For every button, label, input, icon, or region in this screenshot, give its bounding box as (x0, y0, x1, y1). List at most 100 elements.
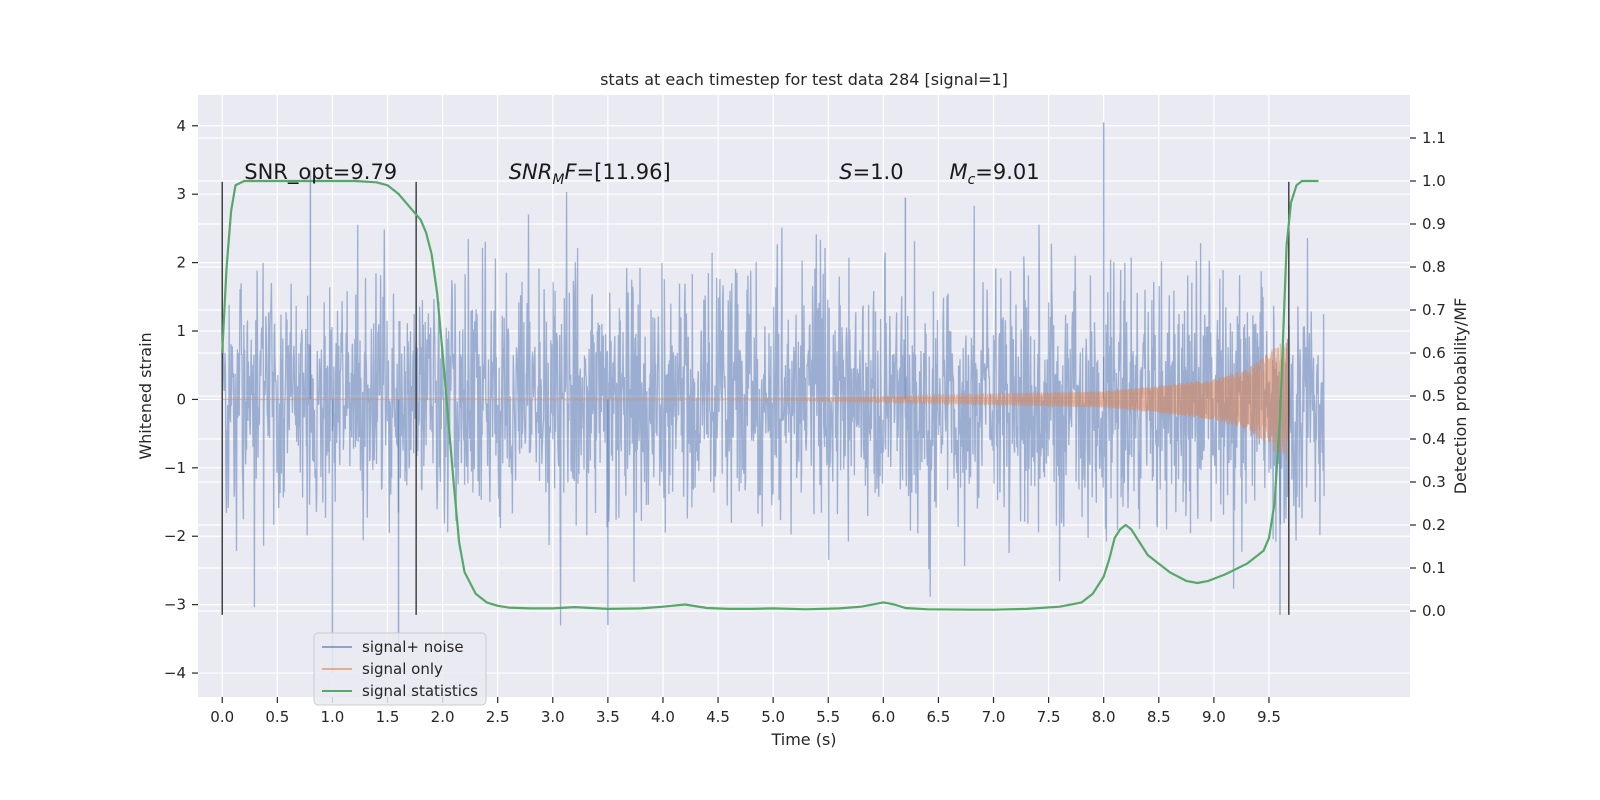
x-tick: 8.5 (1147, 697, 1171, 726)
x-tick-label: 2.5 (486, 708, 510, 726)
left-y-tick-label: −1 (164, 459, 186, 477)
x-tick: 4.5 (706, 697, 730, 726)
annotation-symbol: M (949, 160, 967, 184)
right-y-axis-ticks: 1.1 1.0 0.9 0.8 0.7 0.6 0.5 0.4 0.3 0.2 0.1 0.0 (1410, 129, 1446, 620)
x-tick: 6.5 (926, 697, 950, 726)
x-tick-label: 8.0 (1092, 708, 1116, 726)
legend-box (313, 632, 487, 706)
x-tick: 6.0 (871, 697, 895, 726)
legend: signal+ noise signal only signal statistic… (313, 632, 487, 706)
right-y-tick: 0.5 (1410, 387, 1446, 405)
x-axis-ticks: 0.0 0.5 1.0 1.5 2.0 2.5 3.0 3.5 4.0 4.5 5.0 5.5 6.0 6… (210, 697, 1281, 726)
left-y-tick-label: −2 (164, 527, 186, 545)
x-tick-label: 2.0 (431, 708, 455, 726)
left-y-tick: 4 (176, 117, 198, 135)
right-y-tick: 0.9 (1410, 215, 1446, 233)
right-y-tick-label: 0.2 (1422, 516, 1446, 534)
x-tick-label: 9.0 (1202, 708, 1226, 726)
x-tick-label: 7.0 (982, 708, 1006, 726)
left-y-tick-label: −4 (164, 664, 186, 682)
left-y-tick-label: 0 (176, 390, 186, 408)
right-y-tick-label: 1.0 (1422, 172, 1446, 190)
x-tick-label: 5.0 (761, 708, 785, 726)
signal-statistics-series (221, 179, 1319, 611)
x-tick-label: 9.5 (1257, 708, 1281, 726)
left-y-tick: 2 (176, 254, 198, 272)
left-y-tick: 1 (176, 322, 198, 340)
legend-label: signal only (362, 660, 443, 678)
annotation-2: S=1.0 (839, 160, 903, 184)
right-y-tick-label: 1.1 (1422, 129, 1446, 147)
x-tick-label: 4.5 (706, 708, 730, 726)
x-tick-label: 1.5 (376, 708, 400, 726)
left-y-tick-label: 1 (176, 322, 186, 340)
right-y-tick-label: 0.7 (1422, 301, 1446, 319)
right-y-tick: 0.6 (1410, 344, 1446, 362)
x-tick-label: 0.5 (265, 708, 289, 726)
annotation-symbol: SNR (509, 160, 553, 184)
signal-statistics-line (221, 179, 1319, 611)
x-tick: 9.0 (1202, 697, 1226, 726)
right-y-tick-label: 0.3 (1422, 473, 1446, 491)
left-y-tick: 3 (176, 185, 198, 203)
annotation-value: =[11.96] (577, 160, 671, 184)
left-y-tick-label: 4 (176, 117, 186, 135)
x-tick: 5.0 (761, 697, 785, 726)
x-tick: 5.5 (816, 697, 840, 726)
x-tick: 2.5 (486, 697, 510, 726)
x-tick: 7.0 (982, 697, 1006, 726)
signal-noise-line (221, 191, 1325, 626)
right-y-tick: 0.0 (1410, 602, 1446, 620)
annotations: SNR_opt=9.79 SNRMF=[11.96] S=1.0 Mc=9.01 (244, 160, 1039, 188)
annotation-value: =9.01 (975, 160, 1039, 184)
left-y-tick-label: 3 (176, 185, 186, 203)
annotation-1: SNRMF=[11.96] (509, 160, 671, 188)
x-tick: 0.5 (265, 697, 289, 726)
signal-only-line (222, 338, 1290, 460)
x-tick-label: 3.5 (596, 708, 620, 726)
signal-noise-series (221, 122, 1325, 674)
x-tick-label: 7.5 (1037, 708, 1061, 726)
right-y-tick: 1.1 (1410, 129, 1446, 147)
annotation-symbol-tail: F (564, 160, 577, 184)
vertical-markers (221, 181, 1290, 615)
annotation-subscript: M (552, 172, 564, 188)
x-tick-label: 1.0 (320, 708, 344, 726)
left-y-tick: 0 (176, 390, 198, 408)
x-tick-label: 4.0 (651, 708, 675, 726)
annotation-3: Mc=9.01 (949, 160, 1039, 188)
left-y-tick-label: 2 (176, 254, 186, 272)
right-y-tick-label: 0.0 (1422, 602, 1446, 620)
annotation-subscript: c (968, 172, 976, 188)
legend-label: signal+ noise (362, 638, 464, 656)
left-y-axis-ticks: 4 3 2 1 0 −1 −2 −3 −4 (164, 117, 198, 682)
left-y-tick-label: −3 (164, 596, 186, 614)
annotation-symbol: S (839, 160, 852, 184)
x-tick: 3.0 (541, 697, 565, 726)
right-y-tick-label: 0.5 (1422, 387, 1446, 405)
left-y-tick: −2 (164, 527, 198, 545)
right-y-tick-label: 0.6 (1422, 344, 1446, 362)
x-axis-label: Time (s) (770, 730, 836, 749)
left-y-tick: −3 (164, 596, 198, 614)
left-y-axis-label: Whitened strain (136, 332, 155, 459)
signal-only-series (222, 338, 1290, 460)
x-tick-label: 6.0 (871, 708, 895, 726)
x-tick-label: 6.5 (926, 708, 950, 726)
right-y-tick: 0.7 (1410, 301, 1446, 319)
left-y-tick: −1 (164, 459, 198, 477)
left-y-tick: −4 (164, 664, 198, 682)
right-y-tick: 1.0 (1410, 172, 1446, 190)
legend-label: signal statistics (362, 682, 478, 700)
x-tick: 3.5 (596, 697, 620, 726)
x-tick: 4.0 (651, 697, 675, 726)
annotation-text: SNR_opt=9.79 (244, 160, 397, 185)
x-tick-label: 8.5 (1147, 708, 1171, 726)
x-tick-label: 3.0 (541, 708, 565, 726)
right-y-tick: 0.4 (1410, 430, 1446, 448)
right-y-tick: 0.1 (1410, 559, 1446, 577)
right-y-tick-label: 0.9 (1422, 215, 1446, 233)
chart-title: stats at each timestep for test data 284… (600, 70, 1008, 89)
right-y-tick: 0.2 (1410, 516, 1446, 534)
